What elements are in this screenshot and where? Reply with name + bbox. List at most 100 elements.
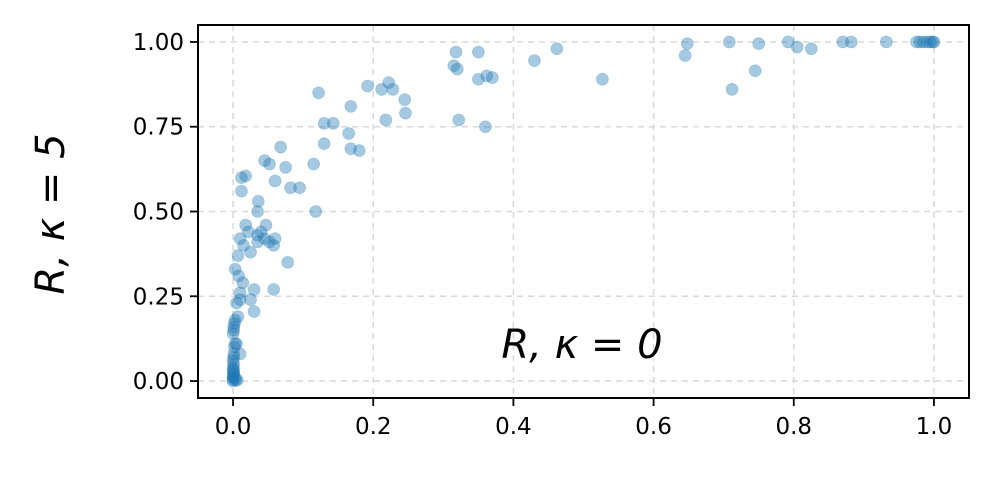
scatter-point	[228, 337, 242, 351]
scatter-point	[226, 371, 240, 385]
scatter-point	[279, 161, 293, 174]
scatter-point	[263, 235, 276, 249]
scatter-point	[781, 35, 795, 49]
scatter-point	[259, 218, 273, 232]
scatter-point	[382, 76, 396, 90]
scatter-point	[596, 72, 609, 86]
scatter-point	[227, 362, 241, 376]
scatter-point	[232, 269, 246, 283]
scatter-point	[528, 54, 541, 68]
inset-annotation: R, κ = 0	[501, 322, 662, 368]
scatter-point	[247, 283, 261, 296]
scatter-point	[226, 361, 240, 374]
scatter-point	[230, 373, 244, 387]
scatter-point	[317, 137, 331, 151]
scatter-point	[844, 35, 858, 49]
scatter-point	[244, 293, 257, 307]
scatter-point	[678, 49, 692, 62]
scatter-point	[226, 374, 240, 388]
scatter-point	[485, 71, 499, 84]
scatter-point	[471, 72, 485, 86]
scatter-point	[752, 37, 766, 51]
scatter-points	[226, 35, 941, 388]
scatter-point	[920, 35, 934, 49]
scatter-point	[228, 262, 242, 276]
scatter-point	[804, 42, 818, 56]
scatter-point	[227, 367, 241, 381]
scatter-point	[227, 347, 241, 361]
y-tick-label: 0.25	[133, 284, 184, 310]
scatter-point	[226, 327, 240, 340]
y-tick-label: 1.00	[133, 30, 184, 56]
scatter-point	[229, 373, 243, 387]
scatter-point	[247, 305, 261, 318]
x-tick-label: 0.6	[635, 414, 672, 440]
scatter-point	[452, 113, 466, 127]
scatter-point	[254, 225, 268, 239]
scatter-point	[480, 69, 494, 83]
scatter-point	[917, 35, 930, 49]
scatter-point	[317, 116, 331, 130]
scatter-point	[239, 169, 253, 183]
scatter-point	[236, 276, 250, 290]
scatter-point	[790, 40, 804, 54]
scatter-point	[258, 232, 271, 246]
scatter-point	[268, 174, 282, 188]
scatter-point	[680, 37, 694, 51]
scatter-point	[924, 35, 937, 49]
scatter-point	[227, 350, 241, 364]
scatter-point	[242, 225, 255, 239]
scatter-point	[725, 83, 739, 96]
scatter-point	[284, 181, 297, 195]
scatter-point	[227, 366, 241, 379]
scatter-point	[235, 184, 248, 198]
scatter-point	[450, 62, 464, 76]
scatter-point	[258, 154, 271, 168]
scatter-point	[312, 86, 325, 100]
y-tick-label: 0.00	[133, 369, 184, 395]
scatter-point	[226, 372, 240, 386]
scatter-point	[478, 120, 492, 134]
scatter-point	[550, 42, 564, 56]
scatter-point	[344, 142, 358, 156]
scatter-point	[342, 127, 356, 140]
scatter-point	[251, 235, 264, 249]
scatter-point	[471, 45, 485, 59]
scatter-point	[927, 35, 941, 49]
scatter-point	[398, 93, 412, 106]
scatter-point	[281, 255, 295, 269]
scatter-point	[344, 99, 358, 113]
scatter-point	[836, 35, 850, 49]
scatter-point	[268, 232, 282, 246]
scatter-point	[237, 239, 250, 252]
scatter-point	[267, 239, 281, 252]
x-tick-label: 0.0	[215, 414, 252, 440]
x-tick-label: 0.8	[775, 414, 812, 440]
scatter-point	[722, 35, 736, 49]
x-axis-ticks: 0.0 0.2 0.4 0.6 0.8 1.0	[215, 398, 952, 440]
scatter-point	[227, 323, 241, 337]
scatter-point	[226, 364, 240, 378]
scatter-point	[293, 181, 307, 195]
scatter-point	[233, 232, 247, 246]
scatter-point	[228, 316, 241, 330]
scatter-point	[233, 286, 247, 300]
scatter-point	[267, 283, 281, 296]
scatter-point	[233, 347, 247, 361]
y-tick-label: 0.50	[133, 200, 184, 226]
scatter-point	[226, 354, 240, 368]
scatter-point	[274, 140, 288, 154]
scatter-point	[244, 245, 257, 259]
y-axis-label: R, κ = 5	[28, 133, 74, 294]
scatter-point	[231, 249, 245, 262]
scatter-point	[226, 369, 240, 383]
scatter-point	[361, 79, 375, 93]
scatter-point	[447, 59, 461, 73]
scatter-point	[352, 144, 366, 157]
scatter-point	[379, 113, 393, 127]
x-tick-label: 1.0	[916, 414, 953, 440]
scatter-point	[239, 218, 253, 232]
scatter-point	[233, 293, 247, 307]
